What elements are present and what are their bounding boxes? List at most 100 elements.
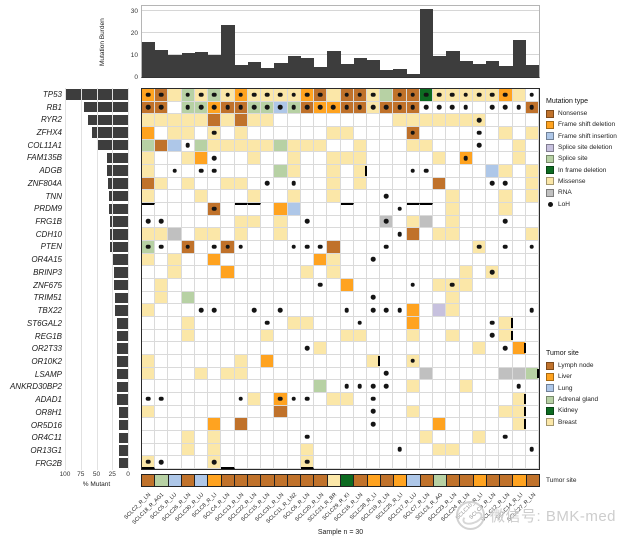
loh-dot bbox=[264, 92, 270, 98]
grid-cell bbox=[486, 190, 500, 203]
grid-cell bbox=[327, 393, 341, 406]
grid-cell bbox=[459, 127, 473, 140]
grid-cell bbox=[155, 291, 169, 305]
grid-cell bbox=[274, 291, 288, 305]
grid-cell bbox=[525, 114, 539, 127]
tumor-site-bar bbox=[141, 474, 540, 487]
percent-mutant-bar bbox=[113, 267, 128, 278]
grid-cell bbox=[168, 291, 182, 305]
grid-cell bbox=[287, 380, 301, 393]
grid-cell bbox=[221, 355, 235, 368]
mutation-burden-bar bbox=[142, 42, 156, 77]
grid-cell bbox=[340, 190, 354, 203]
grid-cell bbox=[327, 127, 341, 140]
grid-cell bbox=[194, 304, 209, 317]
loh-dot bbox=[238, 244, 244, 250]
grid-cell bbox=[340, 355, 354, 368]
loh-dot bbox=[251, 307, 257, 313]
legend-item: Kidney bbox=[546, 405, 632, 416]
grid-cell bbox=[168, 342, 182, 355]
grid-cell bbox=[155, 228, 169, 241]
grid-cell bbox=[314, 127, 328, 140]
mutation-burden-bar bbox=[287, 56, 301, 77]
grid-cell bbox=[274, 304, 288, 317]
grid-cell bbox=[314, 228, 328, 241]
grid-cell bbox=[340, 266, 354, 279]
loh-dot bbox=[304, 219, 310, 224]
grid-cell bbox=[525, 279, 539, 292]
loh-dot bbox=[278, 396, 283, 402]
grid-cell bbox=[499, 165, 513, 178]
grid-cell bbox=[168, 165, 182, 178]
grid-cell bbox=[168, 329, 182, 343]
watermark-logo-icon bbox=[456, 501, 485, 530]
grid-cell bbox=[300, 355, 315, 368]
grid-cell bbox=[406, 241, 420, 254]
grid-cell bbox=[168, 279, 182, 292]
grid-cell bbox=[314, 418, 328, 431]
grid-cell bbox=[512, 253, 526, 267]
gene-label: OR4C11 bbox=[31, 433, 62, 443]
grid-cell bbox=[155, 431, 169, 444]
percent-mutant-row bbox=[65, 393, 128, 406]
grid-cell bbox=[194, 329, 209, 343]
grid-cell bbox=[472, 456, 487, 469]
grid-cell bbox=[300, 165, 315, 178]
grid-cell bbox=[419, 89, 434, 102]
grid-cell bbox=[234, 89, 248, 102]
loh-dot bbox=[304, 434, 310, 440]
percent-mutant-row bbox=[65, 202, 128, 215]
grid-cell bbox=[247, 253, 262, 267]
grid-cell bbox=[314, 279, 328, 292]
grid-cell bbox=[472, 266, 487, 279]
grid-cell bbox=[366, 304, 381, 317]
grid-cell bbox=[155, 342, 169, 355]
grid-cell bbox=[300, 431, 315, 444]
grid-cell bbox=[499, 342, 513, 355]
grid-cell bbox=[194, 152, 209, 165]
loh-dot bbox=[159, 396, 164, 402]
loh-dot bbox=[198, 92, 204, 98]
grid-cell bbox=[247, 291, 262, 305]
grid-cell bbox=[194, 114, 209, 127]
tumor-site-cell bbox=[221, 475, 235, 486]
percent-mutant-bar bbox=[115, 292, 128, 304]
grid-cell bbox=[366, 329, 381, 343]
loh-dot bbox=[463, 155, 468, 161]
grid-cell bbox=[406, 139, 420, 153]
grid-cell bbox=[300, 139, 315, 153]
grid-cell bbox=[459, 165, 473, 178]
loh-dot bbox=[198, 105, 204, 110]
grid-cell bbox=[168, 228, 182, 241]
tumor-site-cell bbox=[500, 475, 514, 486]
mutation-burden-bar bbox=[340, 63, 354, 77]
grid-cell bbox=[499, 367, 513, 381]
grid-cell bbox=[406, 304, 420, 317]
loh-dot bbox=[476, 130, 482, 136]
grid-cell bbox=[194, 431, 209, 444]
grid-cell bbox=[486, 165, 500, 178]
loh-dot bbox=[503, 92, 508, 98]
grid-cell bbox=[525, 89, 539, 102]
grid-cell bbox=[314, 329, 328, 343]
tumor-site-cell bbox=[420, 475, 434, 486]
grid-cell bbox=[433, 190, 447, 203]
grid-cell bbox=[525, 393, 539, 406]
grid-cell bbox=[512, 342, 526, 355]
loh-dot bbox=[291, 396, 296, 402]
grid-cell bbox=[221, 203, 235, 216]
grid-cell bbox=[327, 190, 341, 203]
grid-cell bbox=[300, 190, 315, 203]
grid-cell bbox=[247, 241, 262, 254]
grid-cell bbox=[327, 114, 341, 127]
grid-cell bbox=[142, 241, 156, 254]
loh-dot bbox=[410, 130, 416, 136]
grid-cell bbox=[512, 177, 526, 191]
grid-cell bbox=[380, 405, 394, 419]
legend-item-label: Kidney bbox=[558, 407, 578, 415]
grid-cell bbox=[486, 456, 500, 469]
loh-legend-label: LoH bbox=[558, 200, 570, 208]
loh-dot bbox=[370, 409, 376, 414]
grid-cell bbox=[142, 380, 156, 393]
grid-cell bbox=[472, 139, 487, 153]
